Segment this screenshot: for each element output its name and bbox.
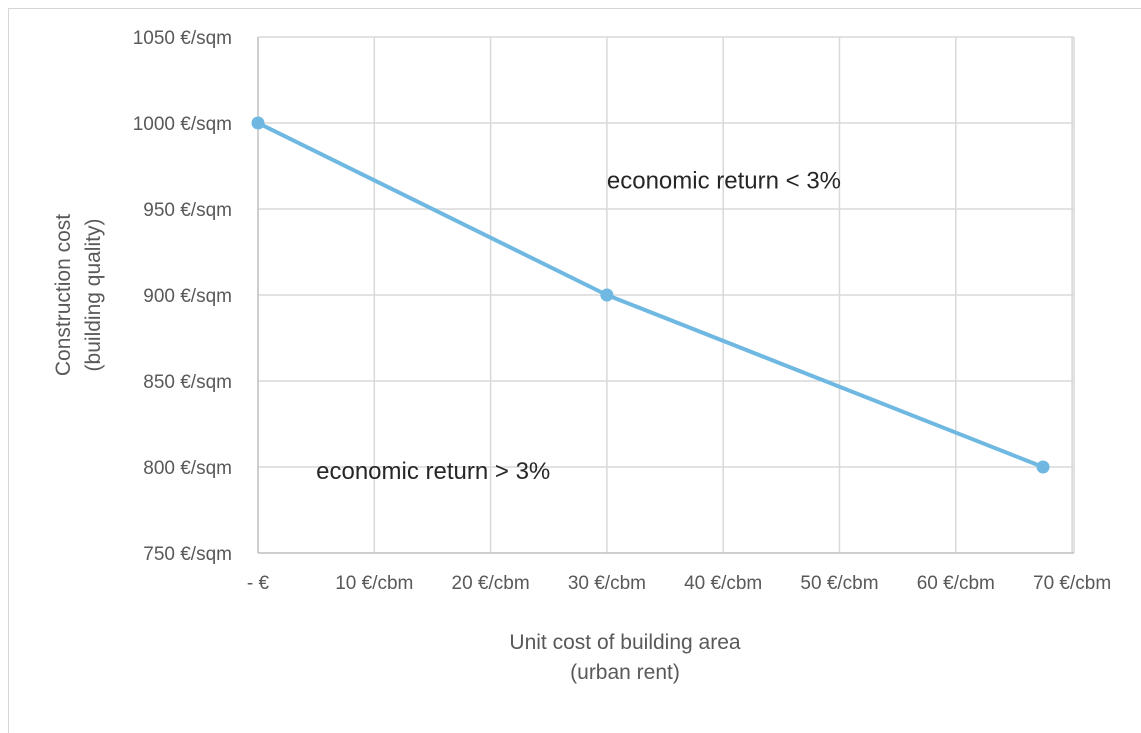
x-tick-label: 10 €/cbm bbox=[335, 573, 413, 594]
data-point bbox=[600, 288, 614, 302]
y-tick-label: 950 €/sqm bbox=[143, 200, 232, 221]
y-tick-label: 850 €/sqm bbox=[143, 372, 232, 393]
y-tick-label: 900 €/sqm bbox=[143, 286, 232, 307]
x-tick-label: 30 €/cbm bbox=[568, 573, 646, 594]
data-point bbox=[1036, 460, 1050, 474]
y-tick-label: 1050 €/sqm bbox=[133, 28, 232, 49]
x-tick-label: 70 €/cbm bbox=[1033, 573, 1111, 594]
y-axis-title: (building quality) bbox=[82, 219, 105, 372]
gridlines bbox=[258, 36, 1075, 553]
axis-titles: Unit cost of building area (urban rent) Co… bbox=[52, 214, 741, 684]
x-tick-label: 50 €/cbm bbox=[800, 573, 878, 594]
annotation-label: economic return > 3% bbox=[316, 458, 550, 485]
x-tick-label: - € bbox=[247, 573, 270, 594]
y-tick-label: 1000 €/sqm bbox=[133, 114, 232, 135]
x-tick-label: 40 €/cbm bbox=[684, 573, 762, 594]
y-tick-label: 800 €/sqm bbox=[143, 458, 232, 479]
x-tick-label: 20 €/cbm bbox=[452, 573, 530, 594]
y-axis-title: Construction cost bbox=[52, 214, 75, 376]
y-tick-label: 750 €/sqm bbox=[143, 544, 232, 565]
tick-labels: 1050 €/sqm 1000 €/sqm 950 €/sqm 900 €/sqm 85… bbox=[133, 28, 1111, 594]
data-series bbox=[251, 116, 1050, 474]
x-axis-title: Unit cost of building area bbox=[509, 631, 740, 654]
x-axis-title: (urban rent) bbox=[570, 661, 680, 684]
y-axis-title-group: Construction cost (building quality) bbox=[52, 214, 105, 376]
x-tick-label: 60 €/cbm bbox=[917, 573, 995, 594]
annotation-label: economic return < 3% bbox=[607, 167, 841, 194]
annotations: economic return < 3% economic return > 3% bbox=[316, 167, 841, 485]
chart-frame bbox=[8, 8, 1141, 733]
data-point bbox=[251, 116, 265, 130]
